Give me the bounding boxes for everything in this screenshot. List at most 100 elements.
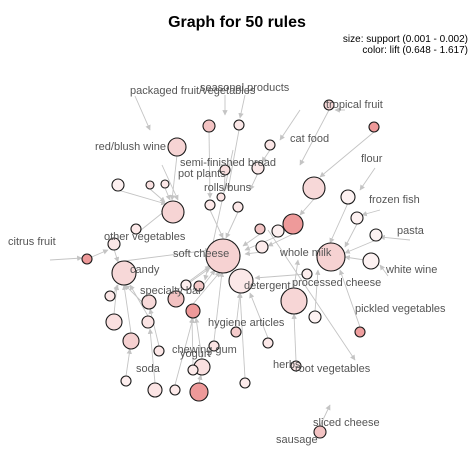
rule-node: [271, 224, 285, 238]
rule-edge: [113, 284, 120, 315]
rule-node: [290, 360, 302, 372]
rule-edge: [149, 188, 166, 203]
rule-edge: [359, 167, 376, 191]
rule-edge: [213, 271, 225, 342]
item-label-yogurt: yogurt: [180, 348, 211, 360]
rule-edge: [164, 187, 171, 201]
item-label-whole-milk: whole milk: [279, 247, 332, 259]
rule-node: [313, 425, 327, 439]
rule-edge: [291, 313, 297, 362]
rule-node: [239, 377, 251, 389]
item-label-soft-cheese: soft cheese: [173, 248, 229, 260]
chart-title: Graph for 50 rules: [168, 14, 306, 31]
rule-node: [350, 211, 364, 225]
item-label-frozen-fish: frozen fish: [369, 194, 420, 206]
rule-node: [230, 326, 242, 338]
rule-node: [301, 268, 313, 280]
rule-edge: [249, 172, 259, 191]
rule-edge: [194, 317, 203, 360]
item-label-candy: candy: [130, 264, 160, 276]
item-label-pasta: pasta: [397, 225, 425, 237]
rule-edge: [237, 292, 246, 379]
rule-edge: [319, 404, 331, 427]
item-label-rolls-buns: rolls/buns: [204, 182, 252, 194]
rule-edge: [235, 292, 243, 328]
rule-edge: [226, 129, 240, 191]
rule-edge: [339, 269, 361, 328]
rule-edge: [192, 271, 221, 305]
rule-node: [169, 384, 181, 396]
rule-edge: [123, 247, 211, 262]
rule-node: [216, 192, 226, 202]
rule-edge: [129, 284, 149, 317]
rule-node: [180, 279, 192, 291]
rule-edge: [344, 239, 377, 254]
rule-edge: [361, 209, 381, 217]
rule-edge: [261, 149, 271, 163]
rule-edge: [249, 292, 269, 339]
rule-node: [282, 213, 304, 235]
rule-node: [167, 137, 187, 157]
rule-edge: [197, 374, 203, 384]
item-label-detergent: detergent: [244, 280, 290, 292]
rule-node: [205, 238, 241, 274]
rule-node: [111, 178, 125, 192]
item-label-citrus-fruit: citrus fruit: [8, 236, 56, 248]
item-label-other-vegetables: other vegetables: [104, 231, 186, 243]
rule-edge: [293, 259, 300, 289]
rule-edge: [314, 269, 321, 313]
rule-edge: [329, 202, 349, 244]
rule-node: [255, 240, 269, 254]
rule-node: [308, 310, 322, 324]
rule-node: [202, 119, 216, 133]
rule-node: [302, 176, 326, 200]
item-label-specialty-bar: specialty bar: [140, 285, 202, 297]
item-label-root-vegetables: root vegetables: [295, 363, 371, 375]
rule-edge: [344, 223, 358, 248]
rule-node: [185, 303, 201, 319]
rule-edge: [174, 317, 195, 386]
rule-edge: [117, 189, 167, 206]
rule-edge: [134, 95, 151, 131]
rule-node: [208, 340, 220, 352]
rule-node: [233, 119, 245, 131]
item-label-processed-cheese: processed cheese: [292, 277, 381, 289]
rule-edge: [319, 131, 375, 178]
item-label-white-wine: white wine: [385, 264, 437, 276]
item-label-tropical-fruit: tropical fruit: [326, 99, 383, 111]
rule-edge: [125, 348, 132, 377]
rule-edge: [209, 209, 224, 239]
rule-node: [141, 294, 157, 310]
rule-edge: [242, 233, 261, 247]
edges-layer: [49, 94, 411, 427]
rule-node: [323, 99, 335, 111]
rule-node: [104, 290, 116, 302]
rule-edge: [113, 248, 120, 263]
rule-node: [81, 253, 93, 265]
item-label-herbs: herbs: [273, 359, 301, 371]
item-label-flour: flour: [361, 153, 383, 165]
item-label-chewing-gum: chewing gum: [172, 344, 237, 356]
rule-node: [189, 382, 209, 402]
item-labels-layer: packaged fruit/vegetables seasonal produ…: [8, 82, 446, 446]
item-label-semi-finished-bread: semi-finished bread: [180, 157, 276, 169]
rule-edge: [169, 154, 178, 201]
rule-node: [340, 189, 356, 205]
rule-edge: [147, 328, 156, 384]
rule-node: [232, 201, 244, 213]
rule-edge: [225, 211, 239, 239]
rule-nodes-layer: [81, 99, 383, 439]
rule-node: [264, 139, 276, 151]
rule-node: [141, 315, 155, 329]
rule-node: [228, 268, 254, 294]
item-label-hygiene-articles: hygiene articles: [208, 317, 285, 329]
rule-node: [254, 223, 266, 235]
rule-node: [167, 290, 185, 308]
rule-edge: [238, 94, 246, 119]
legend-size: size: support (0.001 - 0.002): [342, 34, 468, 45]
rule-edge: [148, 308, 160, 347]
rule-edge: [279, 109, 301, 141]
rule-node: [354, 326, 366, 338]
rule-node: [153, 345, 165, 357]
